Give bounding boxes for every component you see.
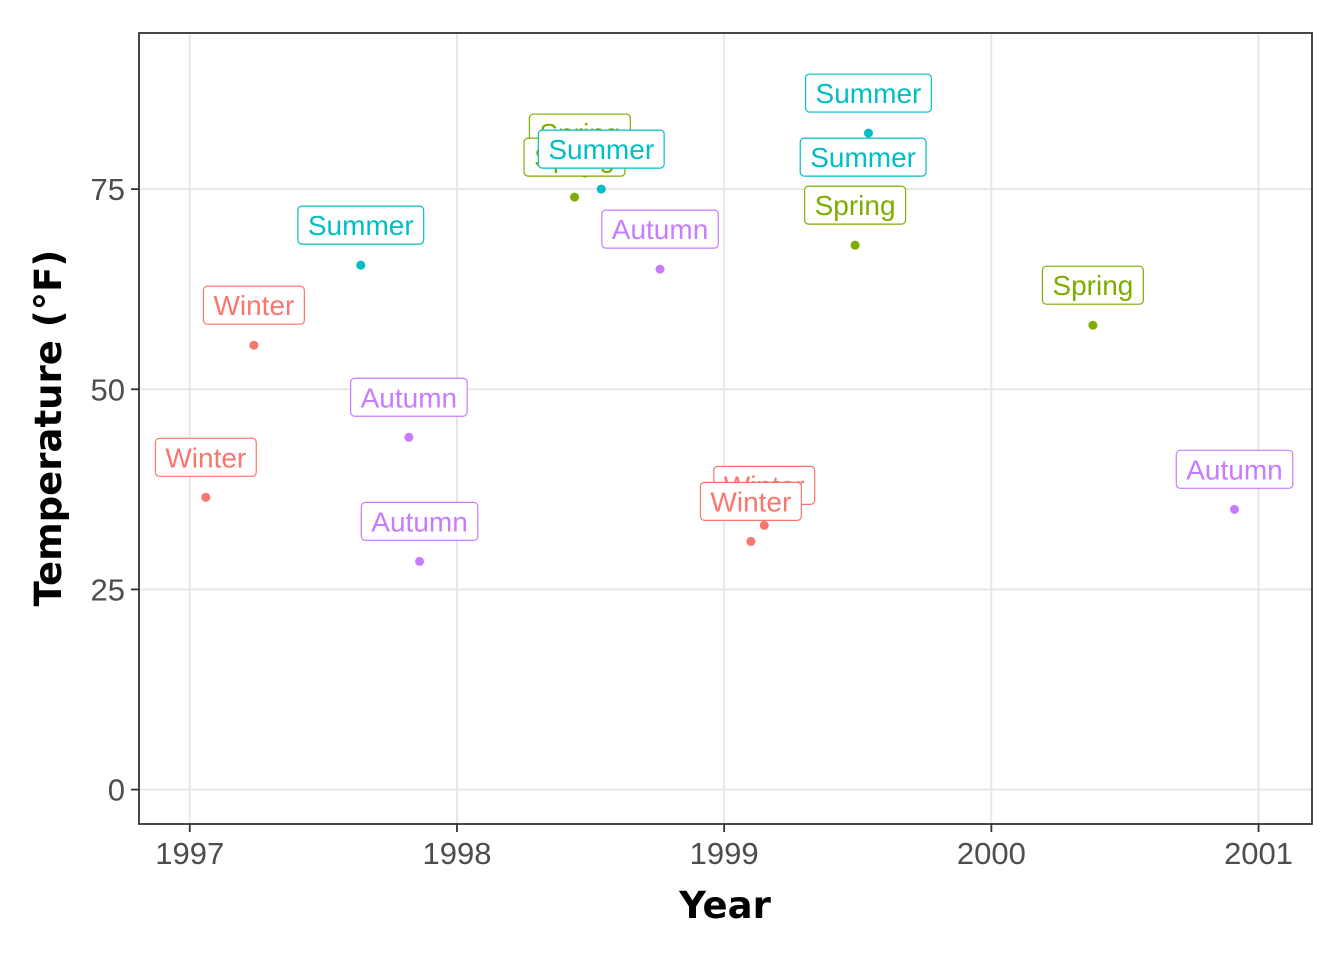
- label-box: [537, 129, 665, 169]
- point-label-autumn: Autumn: [350, 377, 468, 417]
- x-tick-label: 1997: [155, 836, 224, 871]
- data-point-autumn: [1230, 504, 1240, 514]
- y-tick-label: 0: [108, 773, 125, 808]
- point-label-summer: Summer: [297, 205, 425, 245]
- point-label-spring: Spring: [1041, 265, 1144, 305]
- label-box: [804, 73, 932, 113]
- label-text: Winter: [165, 442, 246, 473]
- axis-ticks: 1997 1998 1999 2000 2001 0 25 50 75: [91, 172, 1294, 871]
- label-text: Winter: [710, 486, 791, 517]
- label-box: [297, 205, 425, 245]
- y-tick-label: 25: [91, 572, 125, 607]
- plot-panel-border: [138, 32, 1313, 825]
- label-box: [350, 377, 468, 417]
- data-point-spring: [1088, 320, 1098, 330]
- label-text: Summer: [810, 142, 916, 173]
- point-label-summer: Summer: [799, 137, 927, 177]
- data-point-winter: [746, 536, 756, 546]
- label-box: [360, 501, 479, 541]
- data-point-autumn: [655, 264, 665, 274]
- label-text: Winter: [213, 290, 294, 321]
- data-point-autumn: [404, 432, 414, 442]
- point-labels: Winter Winter Summer Autumn Autumn Spring Spri…: [154, 73, 1294, 541]
- y-tick-label: 75: [91, 172, 125, 207]
- data-point-spring: [570, 192, 580, 202]
- label-box: [154, 437, 257, 477]
- point-label-winter: Winter: [202, 285, 305, 325]
- data-point-winter: [249, 340, 259, 350]
- label-text: Autumn: [612, 214, 709, 245]
- grid-lines: [139, 33, 1312, 824]
- label-box: [202, 285, 305, 325]
- label-box: [804, 185, 907, 225]
- point-label-summer: Summer: [537, 129, 665, 169]
- label-box: [799, 137, 927, 177]
- label-text: Summer: [816, 78, 922, 109]
- y-axis-title: Temperature (°F): [27, 250, 70, 607]
- x-tick-label: 2000: [957, 836, 1026, 871]
- x-tick-label: 1999: [690, 836, 759, 871]
- point-label-autumn: Autumn: [1175, 449, 1294, 489]
- data-point-winter: [201, 492, 211, 502]
- label-text: Summer: [548, 134, 654, 165]
- label-text: Spring: [1052, 270, 1133, 301]
- data-point-spring: [850, 240, 860, 250]
- label-box: [1041, 265, 1144, 305]
- label-text: Summer: [308, 210, 414, 241]
- label-box: [1175, 449, 1294, 489]
- point-label-autumn: Autumn: [360, 501, 479, 541]
- label-text: Autumn: [1186, 454, 1283, 485]
- point-label-summer: Summer: [804, 73, 932, 113]
- y-tick-label: 50: [91, 372, 125, 407]
- data-point-winter: [759, 520, 769, 530]
- label-box: [699, 481, 802, 521]
- label-text: Autumn: [361, 382, 458, 413]
- label-text: Spring: [815, 190, 896, 221]
- point-label-autumn: Autumn: [601, 209, 719, 249]
- x-tick-label: 2001: [1224, 836, 1293, 871]
- data-point-autumn: [415, 556, 425, 566]
- x-axis-title: Year: [678, 884, 771, 927]
- data-point-summer: [356, 260, 366, 270]
- data-point-summer: [863, 128, 873, 138]
- data-points: [201, 128, 1240, 566]
- data-point-summer: [596, 184, 606, 194]
- label-box: [601, 209, 719, 249]
- point-label-winter: Winter: [699, 481, 802, 521]
- x-tick-label: 1998: [422, 836, 491, 871]
- point-label-spring: Spring: [804, 185, 907, 225]
- label-text: Autumn: [371, 506, 468, 537]
- point-label-winter: Winter: [154, 437, 257, 477]
